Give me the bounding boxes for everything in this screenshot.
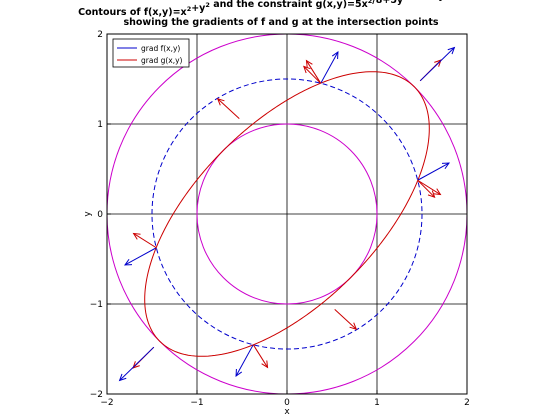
gradient-arrows [118, 46, 456, 382]
grad-g-arrow-3-shaft [133, 233, 157, 249]
y-axis-label: y [83, 211, 93, 217]
title-superscript: 2 [368, 0, 373, 5]
grad-g-arrow-5-head [427, 190, 436, 198]
y-tick-label: 0 [97, 210, 103, 220]
grad-f-arrow-1-head [441, 162, 451, 170]
grad-g-arrow-4 [303, 65, 322, 84]
tick-labels: −2 −1 0 1 2 −2 −1 0 1 2 [90, 30, 470, 408]
grad-f-arrow-0 [320, 50, 339, 84]
title-superscript: 2 [205, 1, 210, 9]
grad-f-arrow-3-shaft [124, 247, 157, 266]
grad-g-arrow-0 [305, 59, 322, 84]
grad-f-arrow-0-shaft [320, 51, 339, 84]
grad-f-arrow-2-head [235, 368, 243, 378]
x-tick-label: 2 [464, 398, 470, 408]
f-contours [107, 34, 467, 394]
grad-g-arrow-5-shaft [417, 179, 435, 198]
grad-g-arrow-2-shaft [252, 344, 268, 368]
grad-f-arrow-3-head [123, 258, 133, 266]
grad-g-arrow-4-shaft [303, 66, 322, 84]
y-tick-label: 1 [97, 120, 103, 130]
legend-label-grad-f: grad f(x,y) [141, 44, 180, 53]
grad-g-arrow-4-head [303, 65, 311, 74]
extra-arrow-4-head [447, 46, 456, 55]
extra-arrow-5-head [118, 373, 127, 382]
title-text: /8+5y [372, 0, 404, 6]
extra-arrow-4-shaft [419, 47, 455, 82]
chart-title-line1: Contours of f(x,y)=x2+y2 and the constra… [78, 0, 484, 18]
extra-arrow-5 [118, 346, 155, 382]
title-text: Contours of f(x,y)=x [78, 7, 187, 18]
extra-arrow-3-head [349, 322, 358, 330]
extra-arrow-3 [334, 309, 358, 330]
x-tick-label: 0 [284, 398, 290, 408]
x-tick-label: −2 [100, 398, 113, 408]
grad-g-arrow-1 [417, 179, 442, 196]
title-text: /8−3xy/4−1=0 [408, 0, 485, 2]
title-text: +y [191, 3, 206, 14]
grad-g-arrow-0-shaft [306, 60, 322, 84]
x-tick-label: −1 [190, 398, 203, 408]
grad-f-arrow-2-shaft [235, 344, 254, 377]
grad-f-arrow-1-shaft [417, 162, 450, 181]
extra-arrow-3-shaft [334, 309, 357, 330]
constraint-ellipse [144, 71, 430, 357]
legend-label-grad-g: grad g(x,y) [141, 56, 183, 65]
y-tick-label: 2 [97, 30, 103, 40]
f-contour-r1.5 [151, 78, 423, 350]
title-text: and the constraint g(x,y)=5x [210, 0, 368, 10]
grad-f-arrow-1 [417, 162, 451, 181]
constraint-curve [144, 71, 430, 357]
grad-g-arrow-1-head [433, 188, 442, 196]
extra-arrow-2-head [216, 98, 225, 106]
legend: grad f(x,y) grad g(x,y) [112, 38, 190, 68]
grad-g-arrow-2 [252, 344, 269, 369]
grad-f-arrow-2 [235, 344, 254, 378]
grad-f-arrow-3 [123, 247, 157, 266]
extra-arrow-2 [216, 98, 240, 119]
x-axis-label: x [284, 407, 290, 417]
grad-g-arrow-1-shaft [417, 179, 441, 195]
y-tick-label: −1 [90, 300, 103, 310]
x-tick-label: 1 [374, 398, 380, 408]
grad-g-arrow-0-head [305, 59, 313, 68]
grad-f-arrow-0-head [331, 50, 339, 60]
extra-arrow-2-shaft [217, 98, 240, 119]
extra-arrow-4 [419, 46, 456, 82]
f-contour-r1 [196, 123, 378, 305]
title-superscript: 2 [187, 5, 192, 13]
y-tick-label: −2 [90, 390, 103, 400]
legend-box [112, 38, 190, 68]
grad-g-arrow-3 [132, 232, 157, 249]
grad-g-arrow-2-head [261, 360, 269, 369]
grad-g-arrow-3-head [132, 232, 141, 240]
title-superscript: 2 [403, 0, 408, 1]
grad-g-arrow-5 [417, 179, 436, 198]
extra-arrow-5-shaft [119, 346, 155, 381]
chart-title-line2: showing the gradients of f and g at the … [123, 17, 438, 28]
